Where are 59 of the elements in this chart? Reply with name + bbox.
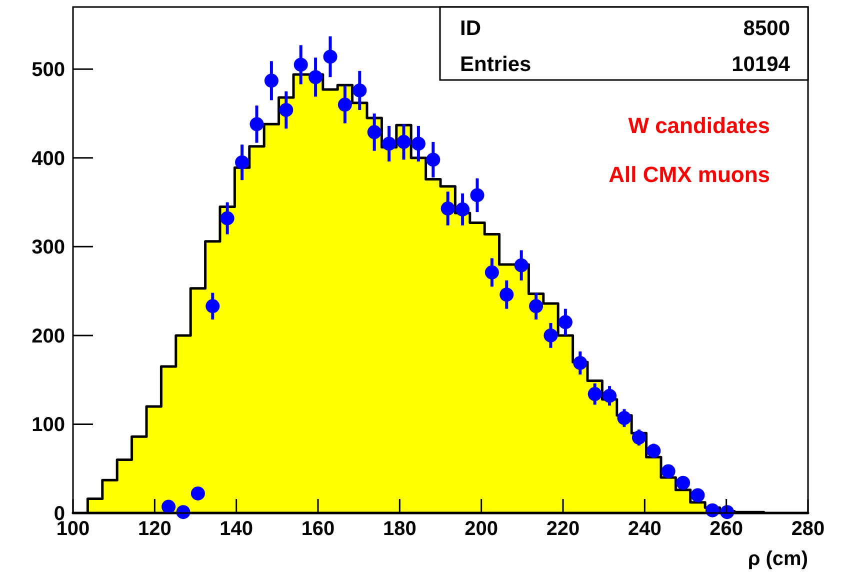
- x-tick-label: 220: [546, 518, 580, 540]
- point: [558, 315, 572, 330]
- x-tick-label: 240: [628, 518, 662, 540]
- point: [544, 328, 558, 342]
- point: [190, 486, 205, 500]
- annotation: 10194: [732, 53, 790, 76]
- x-axis-title: ρ (cm): [748, 548, 808, 570]
- point: [382, 136, 396, 151]
- point: [632, 430, 646, 445]
- point: [500, 288, 514, 302]
- x-tick-label: 280: [791, 518, 825, 540]
- point: [705, 503, 720, 518]
- point: [308, 70, 323, 84]
- point: [646, 444, 661, 458]
- annotation: All CMX muons: [608, 162, 770, 187]
- point: [235, 155, 250, 170]
- point: [323, 50, 338, 64]
- x-tick-label: 260: [710, 518, 744, 540]
- point: [250, 117, 264, 132]
- y-tick-label: 400: [32, 148, 65, 170]
- point: [456, 202, 470, 216]
- point: [661, 464, 676, 478]
- point: [602, 388, 617, 403]
- x-tick-label: 180: [382, 518, 416, 540]
- point: [294, 58, 308, 72]
- point: [279, 102, 294, 117]
- point: [264, 74, 278, 88]
- y-tick-label: 200: [32, 325, 65, 348]
- point: [352, 83, 367, 98]
- point: [220, 211, 234, 226]
- point: [484, 265, 499, 280]
- point: [338, 98, 352, 112]
- point: [440, 202, 455, 216]
- x-tick-label: 160: [301, 518, 335, 540]
- point: [411, 136, 426, 151]
- y-tick-label: 300: [32, 236, 65, 259]
- point: [162, 500, 176, 514]
- point: [470, 188, 484, 202]
- point: [206, 299, 220, 314]
- annotation: W candidates: [628, 113, 770, 138]
- point: [176, 505, 190, 520]
- point: [676, 476, 690, 490]
- x-tick-label: 120: [138, 518, 172, 540]
- annotation: Entries: [460, 53, 532, 76]
- point: [514, 258, 528, 272]
- point: [690, 488, 705, 502]
- point: [367, 125, 382, 140]
- y-tick-label: 500: [32, 59, 65, 82]
- annotation: ID: [460, 17, 481, 40]
- y-tick-label: 100: [32, 414, 65, 436]
- point: [617, 411, 632, 426]
- point: [426, 152, 440, 167]
- point: [588, 387, 602, 402]
- annotation: 8500: [743, 17, 790, 40]
- point: [529, 299, 544, 314]
- x-tick-label: 140: [220, 518, 254, 540]
- x-tick-label: 200: [464, 518, 498, 540]
- point: [573, 356, 588, 370]
- point: [396, 134, 411, 149]
